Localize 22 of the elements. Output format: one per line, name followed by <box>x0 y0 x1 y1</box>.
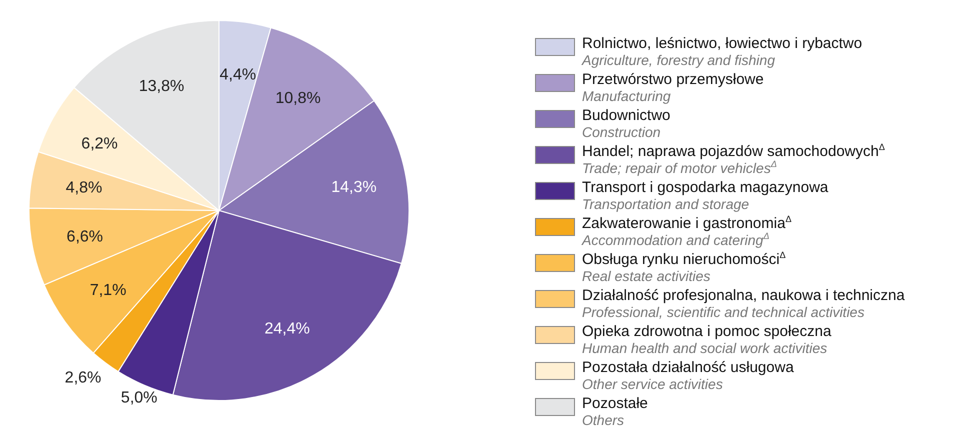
legend-label: Transport i gospodarka magazynowa Transportation and storage <box>582 179 828 212</box>
category-label: Obsługa rynku nieruchomości$^{Δ}$ Real estate activities <box>582 250 786 284</box>
legend-label: Przetwórstwo przemysłowe Manufacturing <box>582 71 764 104</box>
category-label: Handel; naprawa pojazdów samochodowych$^{Δ}$ Trade; repair of motor vehicles$^{Δ}$ <box>582 142 885 176</box>
data-label: 14,3% <box>331 179 377 196</box>
legend-label: Budownictwo Construction <box>582 107 670 140</box>
data-label: 5,0% <box>120 390 158 407</box>
legend-label: Opieka zdrowotna i pomoc społeczna Human health and social work activities <box>582 323 832 356</box>
data-label: 10,8% <box>275 90 321 108</box>
legend-label: Działalność profesjonalna, naukowa i techniczna Professional, scientific and technical activities <box>582 287 905 320</box>
legend-label: Pozostała działalność usługowa Other service activities <box>582 359 794 392</box>
legend-label: Rolnictwo, leśnictwo, łowiectwo i rybactwo Agriculture, forestry and fishing <box>582 35 862 68</box>
legend-label: Pozostałe Others <box>582 395 648 428</box>
data-label: 7,1% <box>90 282 126 299</box>
data-label: 4,8% <box>66 180 102 197</box>
data-label: 4,4% <box>220 66 256 84</box>
data-label: 6,6% <box>66 228 104 246</box>
data-label: 13,8% <box>138 78 184 95</box>
data-label: 24,4% <box>264 320 310 338</box>
category-label: Zakwaterowanie i gastronomia$^{Δ}$ Accommodation and catering$^{Δ}$ <box>582 214 792 248</box>
data-label: 2,6% <box>64 369 102 386</box>
data-label: 6,2% <box>81 135 118 152</box>
